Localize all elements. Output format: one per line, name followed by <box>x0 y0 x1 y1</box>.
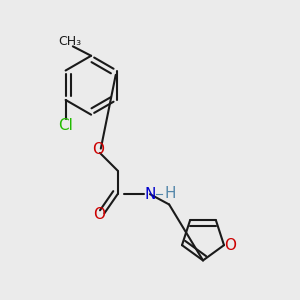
Text: O: O <box>93 207 105 222</box>
Text: CH₃: CH₃ <box>58 34 82 48</box>
Text: H: H <box>164 186 176 201</box>
Text: Cl: Cl <box>58 118 73 133</box>
Text: O: O <box>92 142 104 158</box>
Text: O: O <box>224 238 236 253</box>
Text: N: N <box>144 187 156 202</box>
